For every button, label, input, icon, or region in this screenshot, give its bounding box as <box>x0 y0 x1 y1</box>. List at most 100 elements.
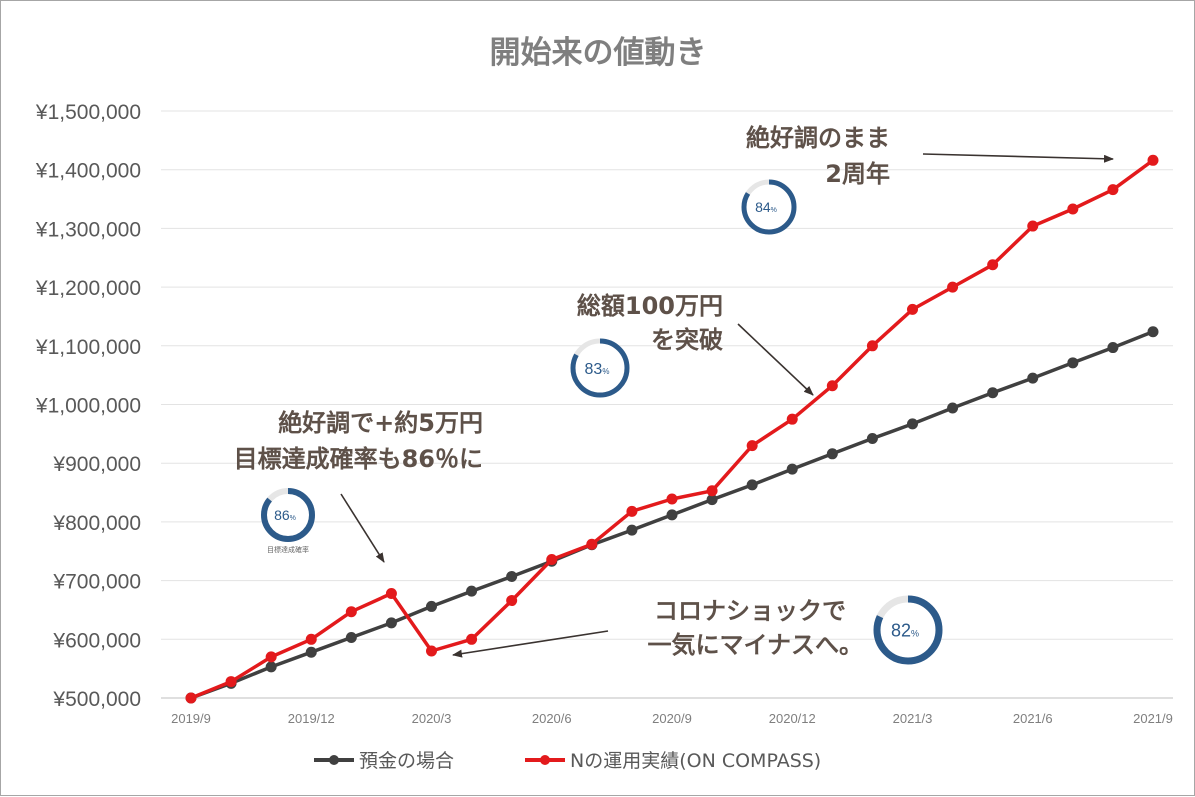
data-point <box>345 606 357 618</box>
data-point <box>1067 203 1079 215</box>
data-point <box>506 570 518 582</box>
gauge-arc <box>261 488 315 542</box>
annotation-2year-line1: 絶好調のまま <box>746 124 890 152</box>
x-tick-label: 2020/9 <box>652 711 692 726</box>
data-point <box>426 645 437 657</box>
y-tick-label: ¥1,000,000 <box>35 395 141 418</box>
legend-label-n-results: Nの運用実績(ON COMPASS) <box>570 750 821 772</box>
data-point <box>706 485 718 497</box>
legend-label-deposit: 預金の場合 <box>359 750 454 772</box>
data-point <box>826 380 838 392</box>
data-point <box>1107 342 1119 354</box>
data-point <box>305 633 317 645</box>
y-tick-label: ¥1,500,000 <box>35 101 141 124</box>
x-tick-label: 2021/3 <box>893 711 933 726</box>
y-tick-label: ¥700,000 <box>52 571 141 594</box>
data-point <box>987 259 999 271</box>
gauge-group: 86%目標達成確率 83% 84% 82% <box>261 179 943 665</box>
data-point <box>506 595 518 607</box>
annotation-1m-line1: 総額100万円 <box>577 292 723 320</box>
data-point <box>907 418 918 430</box>
annotation-86-line2: 目標達成確率も86％に <box>234 445 483 473</box>
gauge-unit: % <box>602 367 609 376</box>
y-axis: ¥500,000 ¥600,000 ¥700,000 ¥800,000 ¥900,000… <box>35 101 141 711</box>
data-point <box>1147 154 1159 166</box>
data-point <box>1107 184 1119 196</box>
annotation-corona-line2: 一気にマイナスへ。 <box>647 631 863 659</box>
gauge-83: 83% <box>570 338 630 398</box>
data-point <box>1147 326 1159 338</box>
data-point <box>866 433 878 445</box>
data-point <box>466 585 478 597</box>
data-point <box>1067 357 1079 369</box>
data-point <box>786 463 798 475</box>
y-tick-label: ¥800,000 <box>52 512 141 535</box>
x-tick-label: 2019/12 <box>288 711 335 726</box>
arrow-86-annotation <box>340 493 385 563</box>
annotation-2year-line2: 2周年 <box>825 160 890 188</box>
gauge-arc <box>873 595 943 665</box>
data-point <box>1027 372 1039 384</box>
data-point <box>947 281 959 293</box>
data-point <box>586 538 598 550</box>
data-point <box>385 588 397 600</box>
x-tick-label: 2021/9 <box>1133 711 1173 726</box>
x-tick-label: 2020/12 <box>769 711 816 726</box>
gauge-84: 84% <box>741 179 797 235</box>
data-point <box>866 340 878 352</box>
annotation-1m-line2: を突破 <box>651 326 723 354</box>
data-point <box>746 479 758 491</box>
x-axis: 2019/9 2019/12 2020/3 2020/6 2020/9 2020/12 20… <box>171 711 1173 726</box>
data-point <box>987 387 999 399</box>
y-tick-label: ¥500,000 <box>52 688 141 711</box>
arrow-2year-annotation <box>922 153 1114 163</box>
data-point <box>907 303 918 315</box>
gauge-unit: % <box>290 515 296 522</box>
data-point <box>626 524 638 536</box>
y-tick-label: ¥1,300,000 <box>35 218 141 241</box>
data-point <box>706 494 718 506</box>
gauge-82: 82% <box>873 595 943 665</box>
arrow-1m-annotation <box>737 323 814 396</box>
annotation-corona: コロナショックで 一気にマイナスへ。 <box>647 597 863 659</box>
legend-item-deposit: 預金の場合 <box>314 750 454 772</box>
data-point <box>426 600 437 612</box>
gauge-unit: % <box>771 207 777 214</box>
data-point <box>786 413 798 425</box>
gridlines <box>161 110 1173 699</box>
data-point <box>666 493 678 505</box>
data-point <box>546 553 558 565</box>
data-point <box>466 633 478 645</box>
annotation-2year: 絶好調のまま 2周年 <box>746 124 890 188</box>
x-tick-label: 2020/6 <box>532 711 572 726</box>
annotation-arrows <box>340 153 1114 658</box>
data-point <box>305 646 317 658</box>
legend-item-n-results: Nの運用実績(ON COMPASS) <box>525 750 821 772</box>
gauge-86: 86%目標達成確率 <box>261 488 315 554</box>
annotation-86: 絶好調で+約5万円 目標達成確率も86％に <box>234 409 483 473</box>
x-tick-label: 2019/9 <box>171 711 211 726</box>
data-point <box>666 509 678 521</box>
data-point <box>185 692 197 704</box>
annotation-corona-line1: コロナショックで <box>654 597 846 625</box>
data-point <box>1027 220 1039 232</box>
y-tick-label: ¥600,000 <box>52 629 141 652</box>
legend: 預金の場合 Nの運用実績(ON COMPASS) <box>314 750 821 772</box>
y-tick-label: ¥1,100,000 <box>35 336 141 359</box>
gauge-arc <box>570 338 630 398</box>
arrow-corona-annotation <box>452 630 609 658</box>
y-tick-label: ¥1,400,000 <box>35 160 141 183</box>
annotation-86-line1: 絶好調で+約5万円 <box>278 409 483 437</box>
legend-marker-deposit <box>329 755 339 765</box>
data-point <box>265 661 277 673</box>
data-point <box>746 440 758 452</box>
data-point <box>947 402 959 414</box>
chart-title: 開始来の値動き <box>490 35 707 71</box>
data-point <box>265 651 277 663</box>
annotation-1m: 総額100万円 を突破 <box>577 292 723 354</box>
series-lines <box>185 154 1159 704</box>
data-point <box>385 617 397 629</box>
x-tick-label: 2021/6 <box>1013 711 1053 726</box>
